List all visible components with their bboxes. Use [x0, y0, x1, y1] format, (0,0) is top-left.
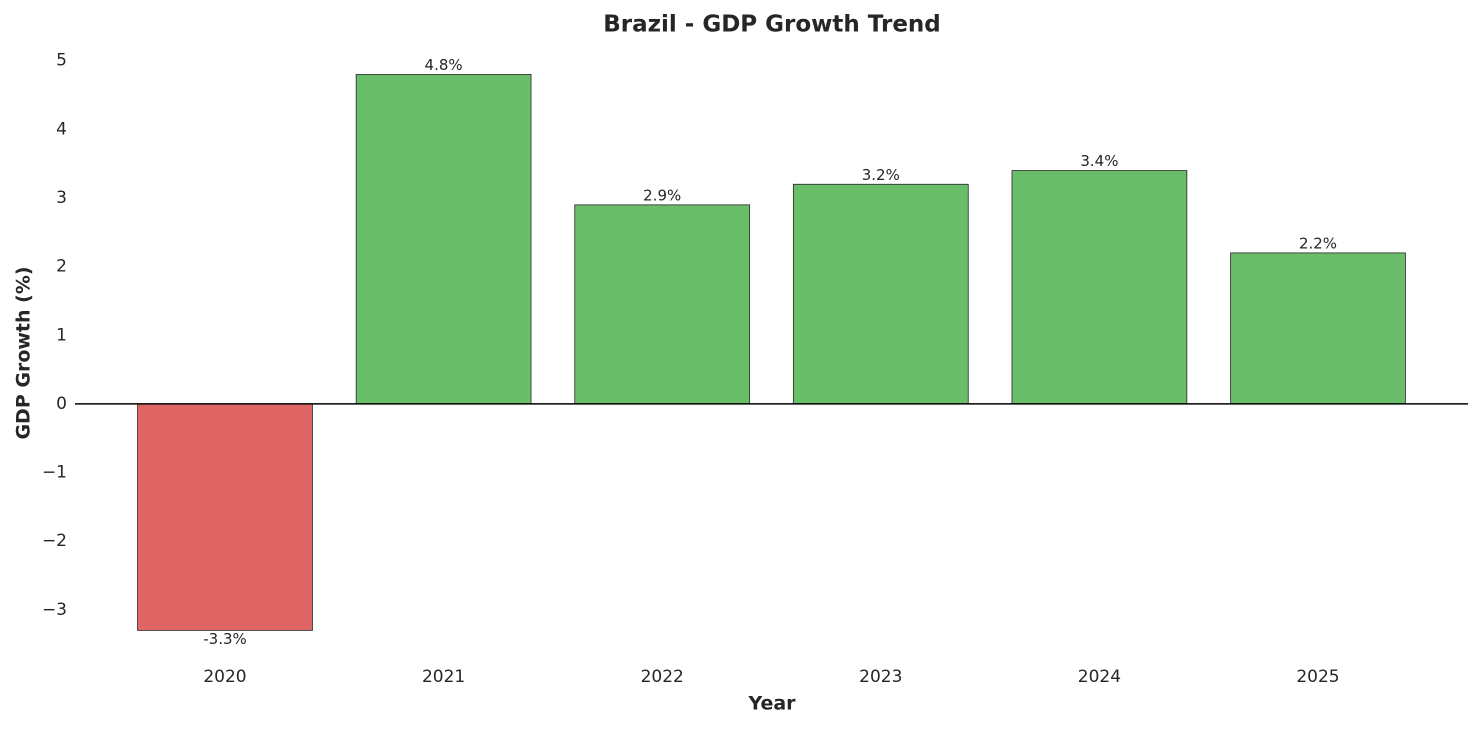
value-label: 2.2%	[1299, 234, 1337, 252]
x-tick-label: 2021	[422, 667, 465, 687]
bar	[1230, 252, 1406, 405]
y-axis-label: GDP Growth (%)	[13, 266, 35, 439]
bar	[137, 403, 313, 631]
y-tick-label: 2	[56, 257, 67, 277]
x-tick-label: 2020	[203, 667, 246, 687]
value-label: 4.8%	[425, 56, 463, 74]
y-tick-label: 1	[56, 325, 67, 345]
value-label: -3.3%	[203, 630, 247, 648]
y-tick-label: 5	[56, 51, 67, 71]
x-tick-label: 2024	[1078, 667, 1121, 687]
value-label: 2.9%	[643, 186, 681, 204]
bar	[1011, 170, 1188, 405]
x-tick-label: 2023	[859, 667, 902, 687]
bar	[792, 183, 969, 405]
x-axis-label: Year	[747, 693, 796, 715]
y-tick-label: 3	[56, 188, 67, 208]
y-tick-label: −2	[42, 531, 67, 551]
value-label: 3.2%	[862, 166, 900, 184]
bar	[574, 204, 751, 405]
chart-title: Brazil - GDP Growth Trend	[603, 12, 941, 38]
x-tick-label: 2025	[1296, 667, 1339, 687]
value-label: 3.4%	[1080, 152, 1118, 170]
y-tick-label: 4	[56, 119, 67, 139]
y-tick-label: −1	[42, 463, 67, 483]
x-tick-label: 2022	[641, 667, 684, 687]
y-tick-label: 0	[56, 394, 67, 414]
bar	[355, 74, 532, 405]
y-tick-label: −3	[42, 600, 67, 620]
